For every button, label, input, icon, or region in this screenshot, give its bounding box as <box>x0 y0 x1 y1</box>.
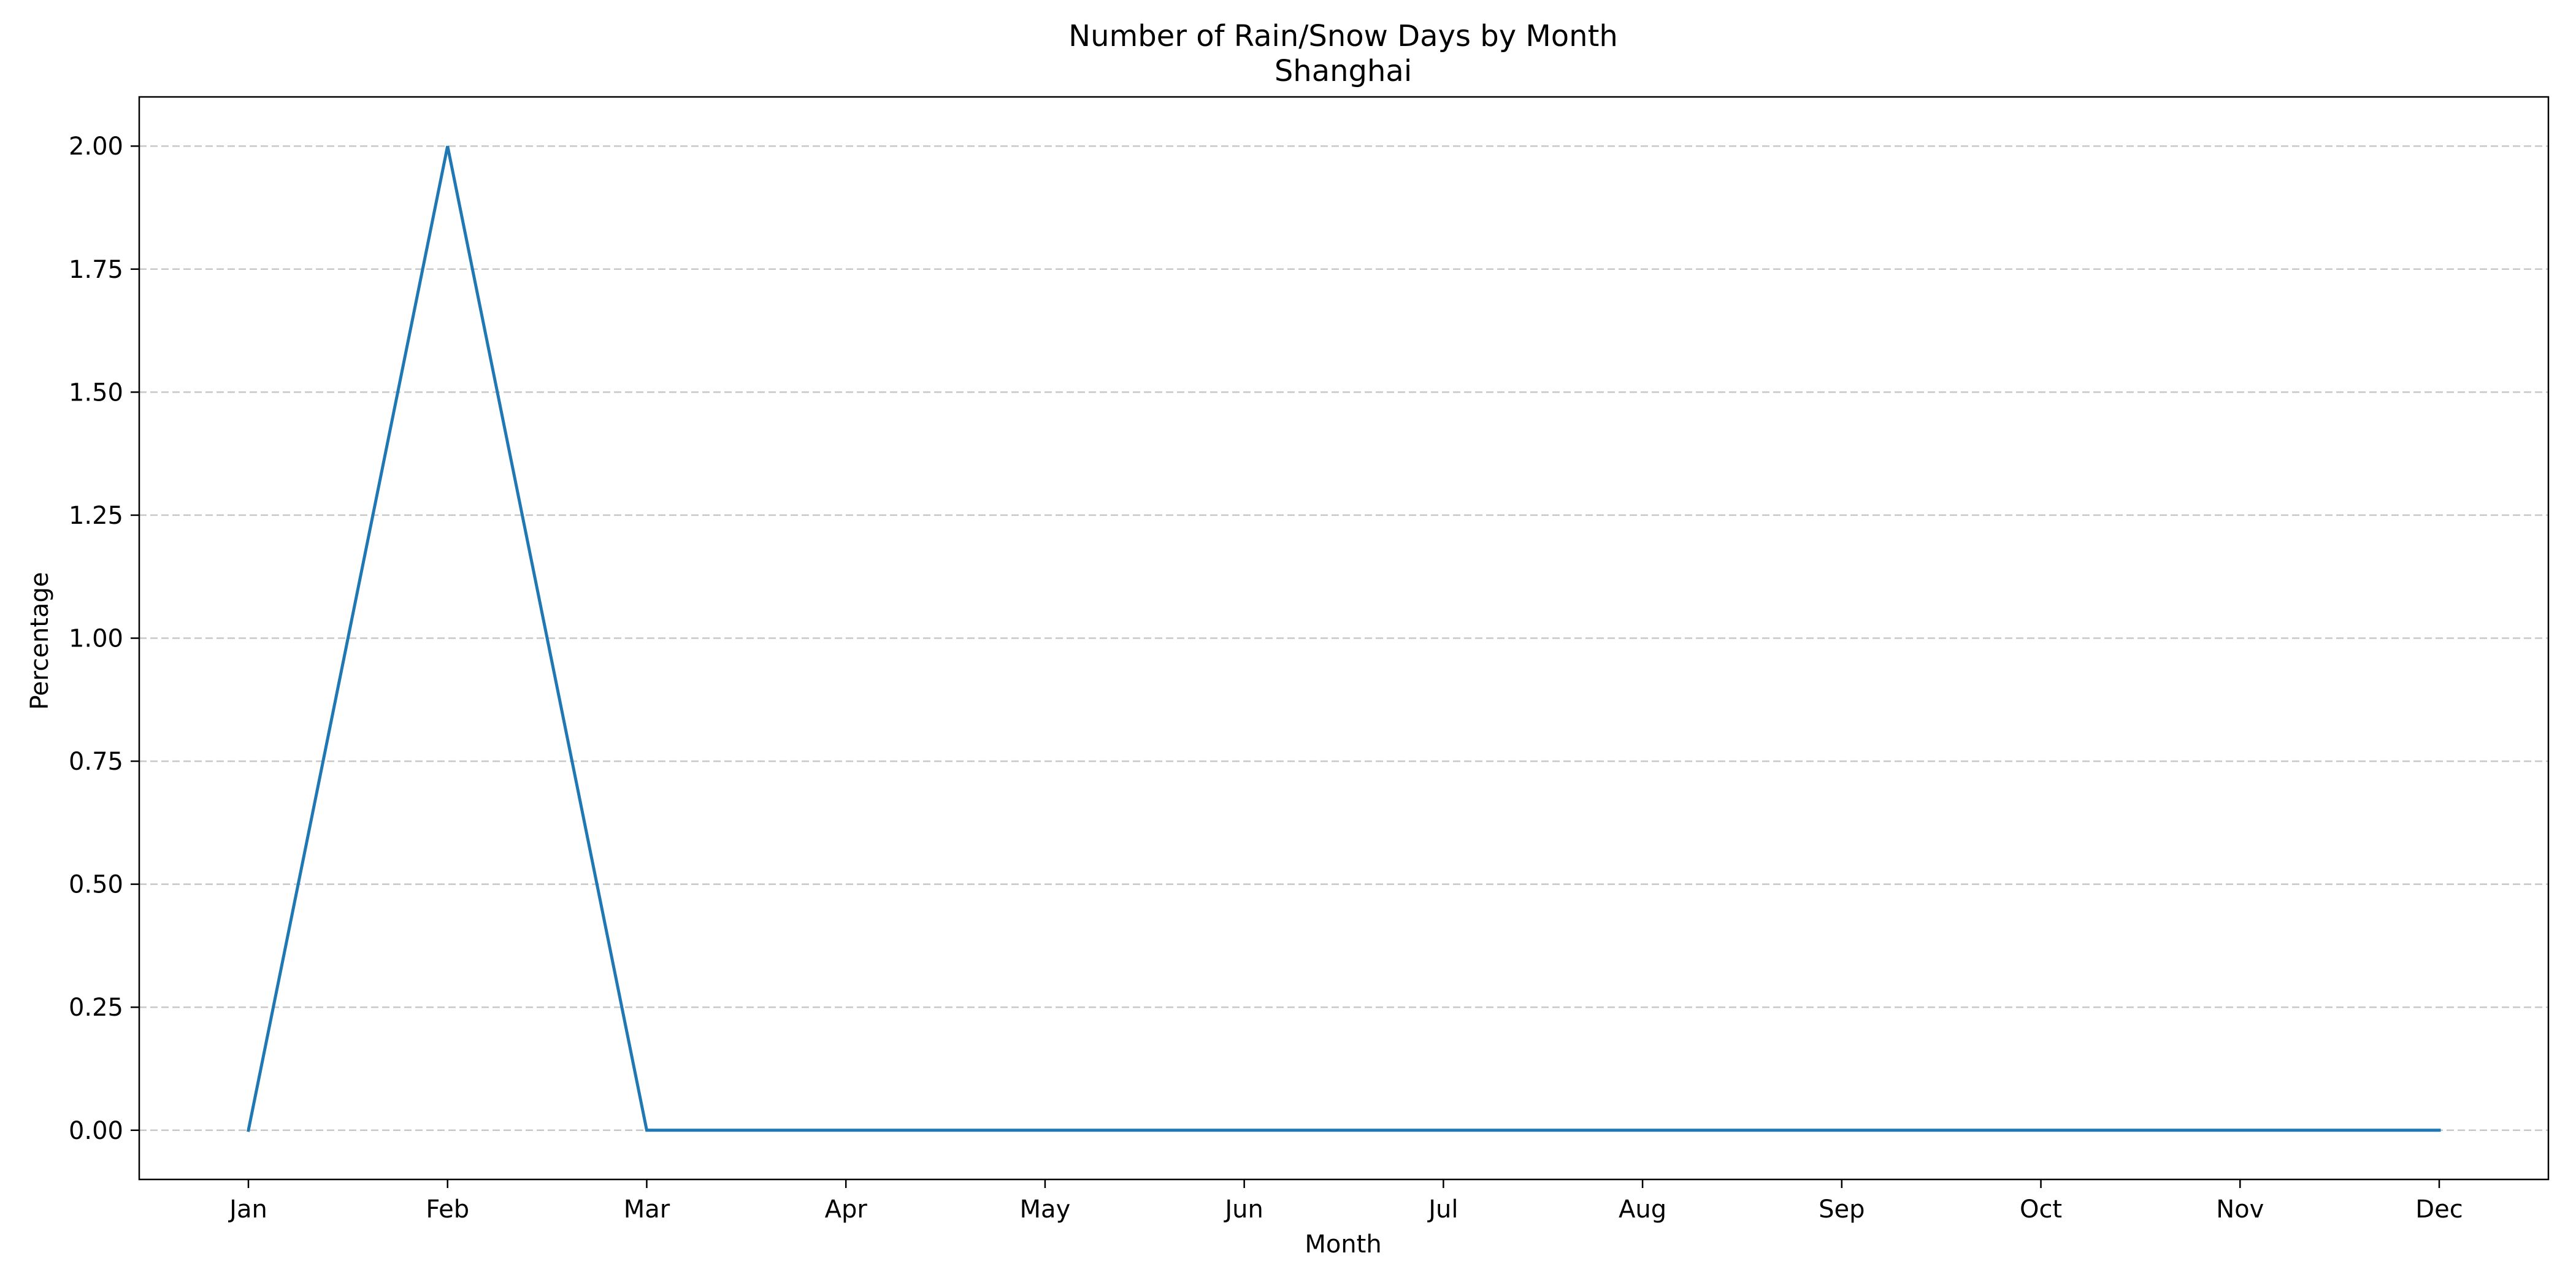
x-tick-label: Aug <box>1619 1195 1666 1224</box>
x-axis-label: Month <box>1305 1230 1381 1259</box>
series-layer <box>247 145 2441 1132</box>
chart-subtitle: Shanghai <box>1275 54 1412 88</box>
y-axis-label: Percentage <box>26 572 54 710</box>
y-tick-label: 0.75 <box>69 748 123 776</box>
y-tick-label: 1.75 <box>69 256 123 284</box>
x-tick-label: Feb <box>426 1195 469 1224</box>
y-tick-label: 2.00 <box>69 132 123 161</box>
x-tick-label: Dec <box>2415 1195 2463 1224</box>
x-tick-label: Apr <box>825 1195 868 1224</box>
x-tick-label: Oct <box>2020 1195 2062 1224</box>
x-tick-label: Sep <box>1819 1195 1865 1224</box>
y-tick-label: 0.00 <box>69 1117 123 1145</box>
y-gridlines <box>139 145 2548 1132</box>
x-tick-label: Jan <box>228 1195 267 1224</box>
y-tick-label: 1.25 <box>69 502 123 530</box>
y-tick-label: 1.50 <box>69 378 123 407</box>
chart-title: Number of Rain/Snow Days by Month <box>1068 19 1618 53</box>
y-tick-label: 1.00 <box>69 625 123 653</box>
series-line-0 <box>247 145 2441 1132</box>
y-tick-label: 0.25 <box>69 994 123 1022</box>
x-tick-label: Nov <box>2216 1195 2264 1224</box>
x-tick-label: Mar <box>624 1195 670 1224</box>
x-tick-label: Jun <box>1223 1195 1263 1224</box>
y-axis-ticks: 0.00 0.25 0.50 0.75 1.00 1.25 1.50 1.75 2.00 <box>69 132 139 1145</box>
y-tick-label: 0.50 <box>69 871 123 899</box>
x-tick-label: May <box>1020 1195 1071 1224</box>
x-axis-ticks: Jan Feb Mar Apr May Jun Jul Aug Sep Oct Nov Dec <box>228 1179 2463 1224</box>
x-tick-label: Jul <box>1427 1195 1458 1224</box>
